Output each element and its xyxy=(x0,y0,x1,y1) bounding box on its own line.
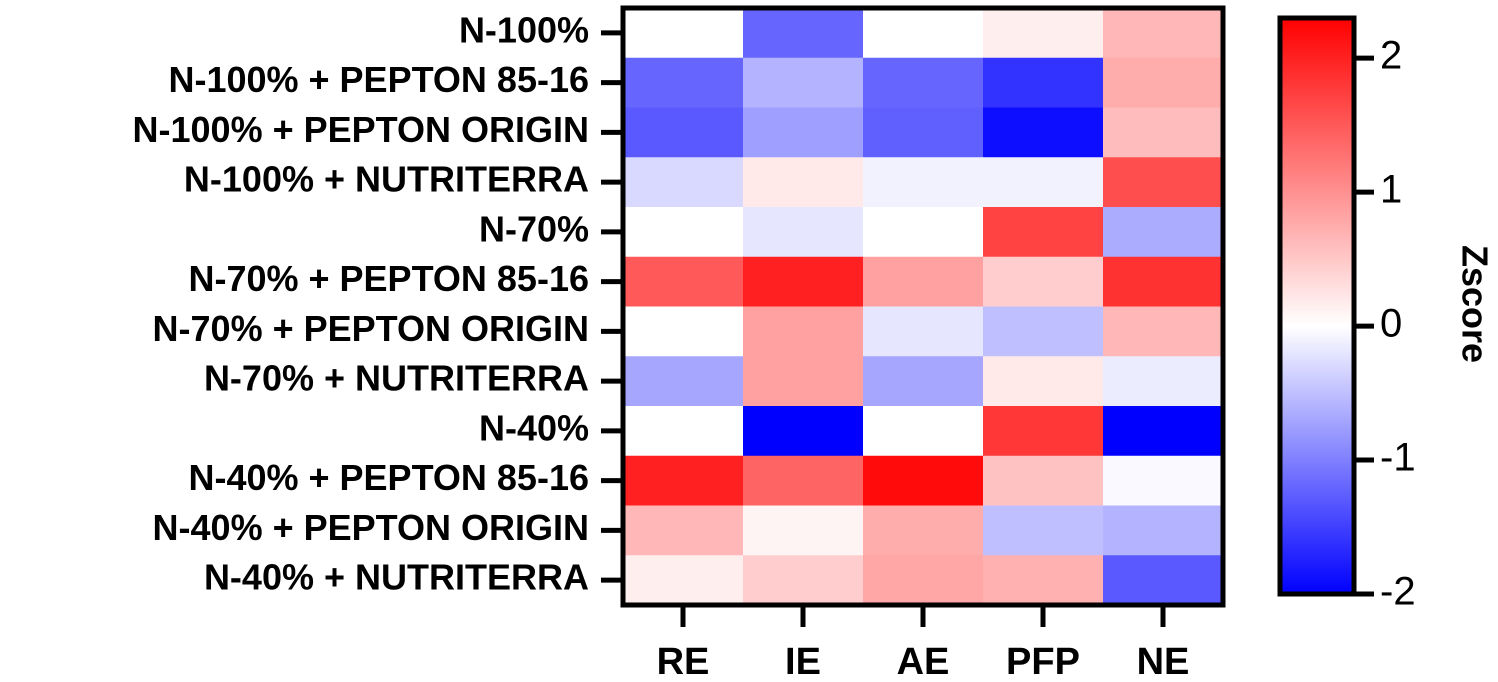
heatmap-cell xyxy=(743,57,864,108)
heatmap-cell xyxy=(983,256,1104,307)
y-tick-label: N-40% + PEPTON 85-16 xyxy=(188,457,589,498)
heatmap-cell xyxy=(1103,157,1224,208)
heatmap-cell xyxy=(743,207,864,258)
x-tick-label: PFP xyxy=(1006,641,1080,682)
heatmap-cell xyxy=(983,157,1104,208)
heatmap-cell xyxy=(983,455,1104,506)
heatmap-cell xyxy=(983,406,1104,457)
heatmap-cell xyxy=(1103,256,1224,307)
heatmap-cell xyxy=(623,107,744,158)
heatmap-cell xyxy=(623,455,744,506)
heatmap-cell xyxy=(983,555,1104,606)
y-tick-label: N-40% xyxy=(479,407,589,448)
y-tick-label: N-40% + NUTRITERRA xyxy=(204,557,589,598)
heatmap-cell xyxy=(1103,356,1224,407)
colorbar-tick-label: -1 xyxy=(1380,436,1416,480)
heatmap-cell xyxy=(743,356,864,407)
heatmap-cell xyxy=(623,555,744,606)
colorbar-tick-label: 0 xyxy=(1380,302,1402,346)
heatmap-cell xyxy=(623,356,744,407)
heatmap-cell xyxy=(1103,8,1224,59)
heatmap-cell xyxy=(743,157,864,208)
heatmap-cell xyxy=(743,505,864,556)
heatmap-cell xyxy=(1103,306,1224,357)
heatmap-cell xyxy=(863,8,984,59)
x-tick-label: IE xyxy=(785,641,821,682)
heatmap-cell xyxy=(863,505,984,556)
heatmap-cell xyxy=(863,455,984,506)
heatmap-cell xyxy=(863,207,984,258)
heatmap-cell xyxy=(743,256,864,307)
y-axis: N-100% N-100% + PEPTON 85-16 N-100% + PEPT… xyxy=(133,9,623,598)
heatmap-cell xyxy=(1103,57,1224,108)
heatmap-cell xyxy=(623,306,744,357)
x-axis: RE IE AE PFP NE xyxy=(657,605,1190,682)
heatmap-cell xyxy=(1103,107,1224,158)
heatmap-cell xyxy=(623,8,744,59)
heatmap-cell xyxy=(863,555,984,606)
y-tick-label: N-100% + PEPTON ORIGIN xyxy=(133,109,589,150)
y-tick-label: N-40% + PEPTON ORIGIN xyxy=(153,507,589,548)
heatmap-cell xyxy=(863,157,984,208)
heatmap-cell xyxy=(1103,406,1224,457)
colorbar-tick-label: 1 xyxy=(1380,168,1402,212)
colorbar: 2 1 0 -1 -2 Zscore xyxy=(1277,15,1495,614)
heatmap-cell xyxy=(983,8,1104,59)
y-tick-label: N-100% + NUTRITERRA xyxy=(184,159,589,200)
colorbar-ticks: 2 1 0 -1 -2 xyxy=(1354,34,1416,614)
x-tick-label: RE xyxy=(657,641,710,682)
heatmap-cell xyxy=(863,57,984,108)
y-tick-label: N-100% xyxy=(459,9,589,50)
y-tick-label: N-100% + PEPTON 85-16 xyxy=(168,59,589,100)
y-tick-label: N-70% xyxy=(479,208,589,249)
heatmap-cell xyxy=(743,406,864,457)
x-tick-label: AE xyxy=(897,641,950,682)
heatmap-cells xyxy=(623,8,1224,606)
heatmap-cell xyxy=(1103,207,1224,258)
colorbar-tick-label: 2 xyxy=(1380,34,1402,78)
heatmap-cell xyxy=(983,306,1104,357)
colorbar-label: Zscore xyxy=(1454,245,1495,363)
y-tick-label: N-70% + NUTRITERRA xyxy=(204,358,589,399)
heatmap-cell xyxy=(863,306,984,357)
heatmap-cell xyxy=(863,256,984,307)
heatmap-cell xyxy=(623,505,744,556)
heatmap-cell xyxy=(623,57,744,108)
y-tick-label: N-70% + PEPTON ORIGIN xyxy=(153,308,589,349)
heatmap-cell xyxy=(983,505,1104,556)
heatmap-cell xyxy=(743,455,864,506)
heatmap-cell xyxy=(863,356,984,407)
heatmap-cell xyxy=(743,306,864,357)
heatmap-cell xyxy=(1103,555,1224,606)
heatmap-cell xyxy=(983,107,1104,158)
heatmap-cell xyxy=(983,207,1104,258)
heatmap-cell xyxy=(1103,455,1224,506)
heatmap-cell xyxy=(623,207,744,258)
colorbar-gradient xyxy=(1277,15,1357,597)
heatmap-cell xyxy=(1103,505,1224,556)
x-tick-label: NE xyxy=(1137,641,1190,682)
heatmap-cell xyxy=(623,406,744,457)
heatmap-cell xyxy=(623,256,744,307)
heatmap-cell xyxy=(983,57,1104,108)
heatmap-cell xyxy=(983,356,1104,407)
heatmap-cell xyxy=(863,406,984,457)
heatmap-cell xyxy=(743,107,864,158)
y-tick-label: N-70% + PEPTON 85-16 xyxy=(188,258,589,299)
heatmap-cell xyxy=(743,8,864,59)
heatmap-cell xyxy=(863,107,984,158)
heatmap-cell xyxy=(623,157,744,208)
heatmap-cell xyxy=(743,555,864,606)
colorbar-tick-label: -2 xyxy=(1380,570,1416,614)
